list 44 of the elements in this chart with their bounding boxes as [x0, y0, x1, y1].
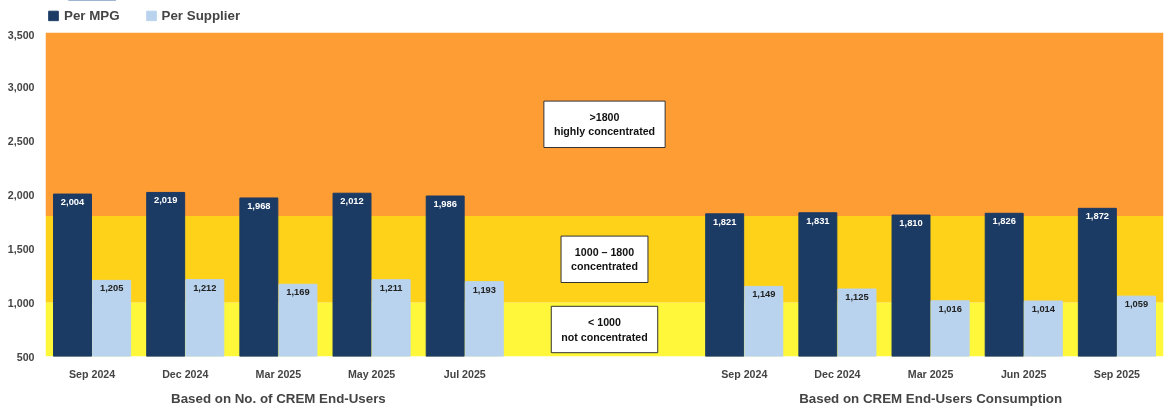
x-tick-label: Dec 2024: [814, 367, 861, 380]
text: Based on No. of CREM End-Users: [171, 390, 386, 406]
data-label: 1,826: [992, 216, 1016, 227]
data-label: 1,193: [472, 284, 496, 295]
x-tick-label: Sep 2024: [721, 367, 768, 380]
data-label: 1,125: [845, 292, 869, 302]
y-tick-label: 1,000: [7, 296, 35, 309]
data-label: 2,019: [154, 195, 178, 206]
data-label: 1,810: [899, 218, 923, 229]
x-tick-label: Jul 2025: [443, 367, 486, 380]
x-tick-label: May 2025: [347, 367, 396, 380]
data-label: 1,014: [1031, 303, 1056, 314]
x-tick-label: Mar 2025: [907, 367, 954, 380]
band-label: 1000 – 1800 concentrated: [571, 246, 638, 273]
band-label: < 1000 not concentrated: [561, 316, 648, 343]
legend-label: Per MPG: [64, 7, 120, 23]
data-label: 1,212: [193, 282, 217, 293]
data-label: 2,012: [340, 196, 364, 207]
x-tick-label: Sep 2025: [1093, 367, 1141, 380]
legend-label: Per Supplier: [161, 7, 241, 23]
x-tick-label: Dec 2024: [162, 367, 209, 380]
x-tick-label: Mar 2025: [255, 367, 302, 380]
data-label: 2,004: [60, 197, 85, 208]
data-label: 1,059: [1124, 299, 1149, 310]
y-tick-label: 500: [16, 350, 35, 363]
x-tick-label: Sep 2024: [68, 367, 116, 380]
data-label: 1,831: [806, 215, 830, 226]
data-label: 1,821: [713, 216, 737, 227]
data-label: 1,872: [1085, 211, 1110, 222]
data-label: 1,149: [752, 289, 776, 300]
y-tick-label: 2,000: [7, 188, 35, 201]
data-label: 1,968: [247, 200, 271, 211]
data-label: 1,211: [379, 282, 403, 293]
y-tick-label: 2,500: [7, 134, 35, 147]
band-label: >1800 highly concentrated: [553, 111, 656, 138]
data-label: 1,016: [938, 303, 962, 314]
data-label: 1,986: [433, 199, 457, 210]
x-tick-label: Jun 2025: [1000, 367, 1047, 380]
y-tick-label: 3,500: [7, 28, 35, 41]
y-tick-label: 3,000: [7, 80, 35, 93]
y-tick-label: 1,500: [7, 242, 35, 255]
text: Based on CREM End-Users Consumption: [799, 390, 1063, 406]
data-label: 1,205: [99, 283, 124, 294]
data-label: 1,169: [286, 287, 310, 298]
